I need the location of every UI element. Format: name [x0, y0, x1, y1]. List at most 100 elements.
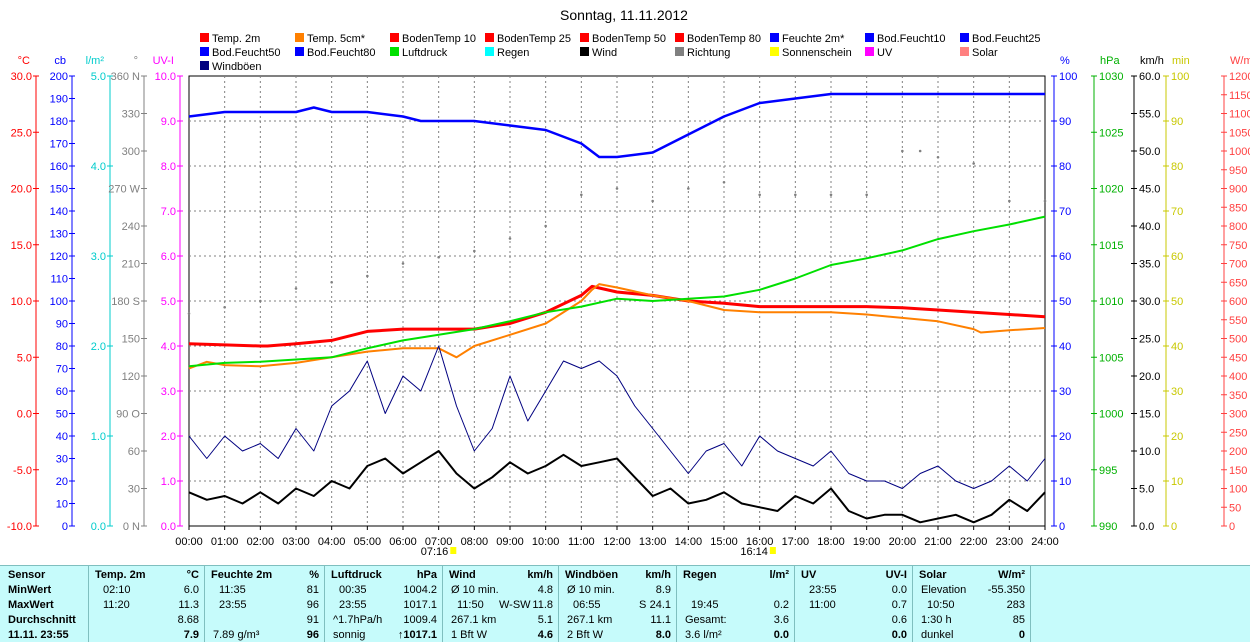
- axis-tick-label: 60: [128, 446, 140, 458]
- axis-tick-label: 10: [1171, 476, 1183, 488]
- axis-tick-label: 30: [128, 484, 140, 496]
- solar-unit: W/m²: [998, 569, 1025, 581]
- direction-point: [918, 149, 922, 153]
- solar-header: Solar: [919, 569, 947, 581]
- rain-max-time: 19:45: [691, 599, 719, 611]
- axis-tick-label: 20: [1171, 431, 1183, 443]
- axis-tick-label: 0: [1171, 521, 1177, 533]
- pressure-header: Luftdruck: [331, 569, 382, 581]
- humidity-abs: 7.89 g/m³: [213, 629, 260, 641]
- legend-swatch: [485, 47, 494, 56]
- axis-tick-label: 170: [50, 139, 68, 151]
- sunrise-marker: [450, 547, 457, 554]
- chart-legend: Temp. 2m Temp. 5cm* BodenTemp 10 BodenTemp …: [200, 33, 1041, 73]
- axis-tick-label: 300: [122, 146, 140, 158]
- x-tick-label: 11:00: [568, 536, 595, 548]
- axis-tick-label: 4.0: [91, 161, 106, 173]
- axis-tick-label: 25.0: [11, 127, 32, 139]
- rain-total-label: Gesamt:: [685, 614, 727, 626]
- temp-max-value: 11.3: [178, 599, 199, 611]
- axis-tick-label: 5.0: [17, 352, 32, 364]
- axis-tick-label: 90: [1059, 116, 1071, 128]
- legend-swatch: [960, 33, 969, 42]
- legend-swatch: [390, 47, 399, 56]
- axis-tick-label: 90: [1171, 116, 1183, 128]
- x-tick-label: 00:00: [175, 536, 203, 548]
- axis-tick-label: 0: [1229, 521, 1235, 533]
- legend-label: BodenTemp 10: [402, 33, 476, 45]
- temp-current-value: 7.9: [183, 629, 199, 641]
- axis-tick-label: -5.0: [13, 465, 32, 477]
- summary-col-sensor: Sensor MinWert MaxWert Durchschnitt 11.1…: [0, 566, 88, 642]
- axis-tick-label: 250: [1229, 427, 1247, 439]
- wind-max-value: 11.8: [532, 599, 553, 611]
- axis-tick-label: 20.0: [1139, 371, 1160, 383]
- pressure-trend: ^1.7hPa/h: [333, 614, 383, 626]
- axis-tick-label: 110: [50, 274, 68, 286]
- x-tick-label: 20:00: [889, 536, 917, 548]
- solar-elevation-label: Elevation: [921, 584, 967, 596]
- legend-label: Regen: [497, 47, 529, 59]
- axis-tick-label: 400: [1229, 371, 1247, 383]
- axis-tick-label: 1200: [1229, 71, 1250, 83]
- legend-label: Bod.Feucht80: [307, 47, 376, 59]
- direction-point: [366, 274, 369, 278]
- axis-tick-label: 5.0: [1139, 484, 1154, 496]
- humidity-min-time: 11:35: [219, 584, 246, 596]
- axis-tick-label: 330: [122, 109, 140, 121]
- gusts-avg-value: 11.1: [650, 614, 671, 626]
- axis-tick-label: 10.0: [155, 71, 176, 83]
- direction-point: [294, 287, 298, 290]
- axis-tick-label: 160: [50, 161, 68, 173]
- legend-label: Feuchte 2m*: [782, 33, 845, 45]
- axis-tick-label: 850: [1229, 202, 1247, 214]
- legend-swatch: [485, 33, 494, 42]
- solar-current-value: 0: [1018, 629, 1025, 641]
- x-tick-label: 14:00: [675, 536, 703, 548]
- axis-tick-label: 210: [122, 259, 140, 271]
- axis-tick-label: 1150: [1229, 90, 1250, 102]
- temp-max-time: 11:20: [103, 599, 130, 611]
- axis-tick-label: 200: [1229, 446, 1247, 458]
- axis-tick-label: 25.0: [1139, 334, 1160, 346]
- wind-bft: 1 Bft W: [451, 629, 488, 641]
- axis-tick-label: 100: [1171, 71, 1189, 83]
- rain-unit: l/m²: [769, 569, 789, 581]
- axis-tick-label: 360 N: [111, 71, 140, 83]
- chart-title: Sonntag, 11.11.2012: [560, 7, 688, 23]
- axis-unit: l/m²: [86, 55, 105, 67]
- uv-current-value: 0.0: [891, 629, 907, 641]
- axis-tick-label: 3.0: [161, 386, 176, 398]
- direction-point: [580, 193, 583, 197]
- axis-tick-label: 20.0: [11, 184, 32, 196]
- legend-swatch: [580, 33, 589, 42]
- axis-tick-label: 2.0: [91, 341, 106, 353]
- gusts-max-direction: S: [639, 599, 647, 611]
- axis-tick-label: 60: [56, 386, 68, 398]
- legend-label: Solar: [972, 47, 998, 59]
- axis-tick-label: 0 N: [123, 521, 140, 533]
- humidity-header: Feuchte 2m: [211, 569, 273, 581]
- sunrise-label: 07:16: [421, 546, 449, 558]
- pressure-min-time: 00:35: [339, 584, 367, 596]
- legend-label: BodenTemp 80: [687, 33, 761, 45]
- axis-unit: W/m²: [1230, 55, 1250, 67]
- axis-tick-label: 900: [1229, 184, 1247, 196]
- direction-point: [722, 180, 726, 184]
- direction-point: [401, 262, 405, 265]
- wind-min-label: Ø 10 min.: [451, 584, 499, 596]
- axis-tick-label: 150: [1229, 465, 1247, 477]
- axis-tick-label: 200: [50, 71, 68, 83]
- solar-max-time: 10:50: [927, 599, 955, 611]
- axis-tick-label: 1020: [1099, 184, 1123, 196]
- axis-tick-label: 40: [56, 431, 68, 443]
- direction-point: [687, 187, 690, 190]
- axis-tick-label: 30: [1059, 386, 1071, 398]
- summary-filler: [1030, 566, 1250, 642]
- series-line-2: [188, 92, 1045, 159]
- axis-tick-label: 180: [50, 116, 68, 128]
- axis-tick-label: 30: [56, 454, 68, 466]
- x-tick-label: 24:00: [1031, 536, 1059, 548]
- axis-tick-label: 70: [56, 364, 68, 376]
- summary-col-solar: Solar W/m² Elevation -55.350 10:50 283 1:30…: [912, 566, 1031, 642]
